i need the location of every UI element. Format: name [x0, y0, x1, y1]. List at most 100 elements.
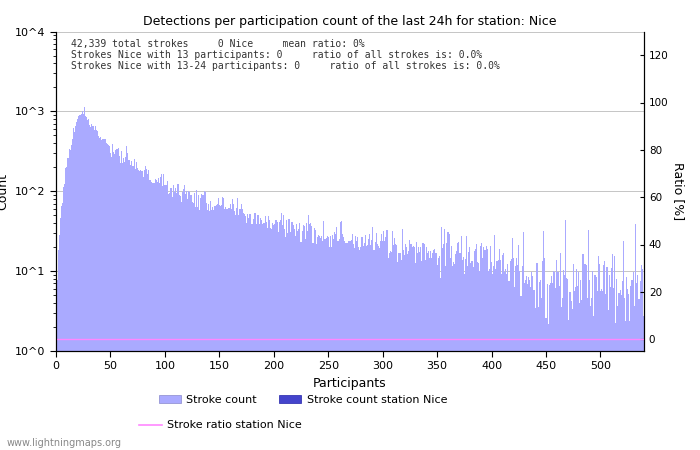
Bar [111, 157, 112, 450]
Bar [475, 249, 476, 450]
Bar [638, 299, 639, 450]
Bar [426, 248, 427, 450]
Bar [304, 239, 306, 450]
Bar [577, 286, 578, 450]
Bar [419, 252, 420, 450]
Bar [565, 220, 566, 450]
Bar [602, 291, 603, 450]
Bar [524, 283, 525, 450]
Bar [347, 243, 349, 450]
Bar [624, 298, 625, 450]
Bar [349, 241, 351, 450]
Bar [414, 247, 415, 450]
Bar [545, 318, 547, 450]
Bar [182, 192, 183, 450]
Bar [557, 272, 559, 450]
Bar [476, 243, 477, 450]
Bar [611, 267, 612, 450]
Bar [550, 283, 551, 450]
Bar [554, 272, 555, 450]
Bar [371, 240, 372, 450]
Bar [417, 253, 418, 450]
Bar [505, 269, 506, 450]
Bar [317, 237, 318, 450]
Bar [498, 248, 500, 450]
Bar [561, 306, 562, 450]
Bar [456, 252, 457, 450]
Bar [198, 195, 200, 450]
Bar [513, 258, 514, 450]
Bar [625, 321, 626, 450]
Bar [123, 158, 124, 450]
Bar [127, 153, 128, 450]
Bar [370, 245, 371, 450]
Bar [151, 182, 153, 450]
Bar [239, 209, 241, 450]
Bar [279, 221, 280, 450]
Bar [171, 188, 172, 450]
Bar [366, 246, 367, 450]
Bar [329, 247, 330, 450]
Bar [633, 272, 634, 450]
Bar [292, 222, 293, 450]
Bar [592, 271, 594, 450]
Bar [211, 210, 212, 450]
Bar [587, 298, 588, 450]
Bar [296, 224, 297, 450]
Bar [437, 265, 438, 450]
Bar [458, 242, 459, 450]
Bar [402, 250, 404, 450]
Bar [256, 224, 257, 450]
Bar [400, 260, 402, 450]
Bar [441, 228, 442, 450]
Bar [567, 279, 568, 450]
Bar [138, 170, 139, 450]
Bar [220, 206, 221, 450]
Bar [425, 260, 426, 450]
Bar [147, 174, 148, 450]
Bar [486, 249, 488, 450]
Bar [394, 238, 395, 450]
Bar [321, 236, 322, 450]
Bar [96, 130, 97, 450]
Bar [384, 241, 386, 450]
Bar [132, 166, 133, 450]
Bar [367, 245, 368, 450]
Bar [274, 225, 275, 450]
Bar [551, 276, 552, 450]
Bar [280, 220, 281, 450]
Bar [170, 188, 171, 450]
Bar [353, 243, 354, 450]
Bar [421, 261, 422, 450]
Bar [391, 252, 392, 450]
Bar [491, 262, 492, 450]
Bar [470, 262, 471, 450]
Bar [418, 248, 419, 450]
Bar [225, 207, 226, 450]
Bar [492, 274, 493, 450]
Text: www.lightningmaps.org: www.lightningmaps.org [7, 438, 122, 448]
Bar [435, 253, 437, 450]
Bar [395, 244, 396, 450]
Bar [328, 237, 329, 450]
Bar [257, 215, 258, 450]
Bar [175, 188, 176, 450]
Bar [563, 270, 564, 450]
Bar [333, 239, 334, 450]
Bar [330, 236, 331, 450]
Bar [233, 204, 234, 450]
Bar [332, 235, 333, 450]
Bar [146, 169, 147, 450]
Bar [406, 247, 407, 450]
Bar [76, 122, 77, 450]
Bar [64, 184, 65, 450]
Bar [617, 306, 618, 450]
Bar [416, 242, 417, 450]
Bar [176, 193, 177, 450]
Bar [580, 280, 582, 450]
Bar [275, 220, 276, 450]
Bar [564, 275, 565, 450]
Bar [389, 253, 390, 450]
Bar [573, 264, 574, 450]
Bar [600, 291, 601, 450]
